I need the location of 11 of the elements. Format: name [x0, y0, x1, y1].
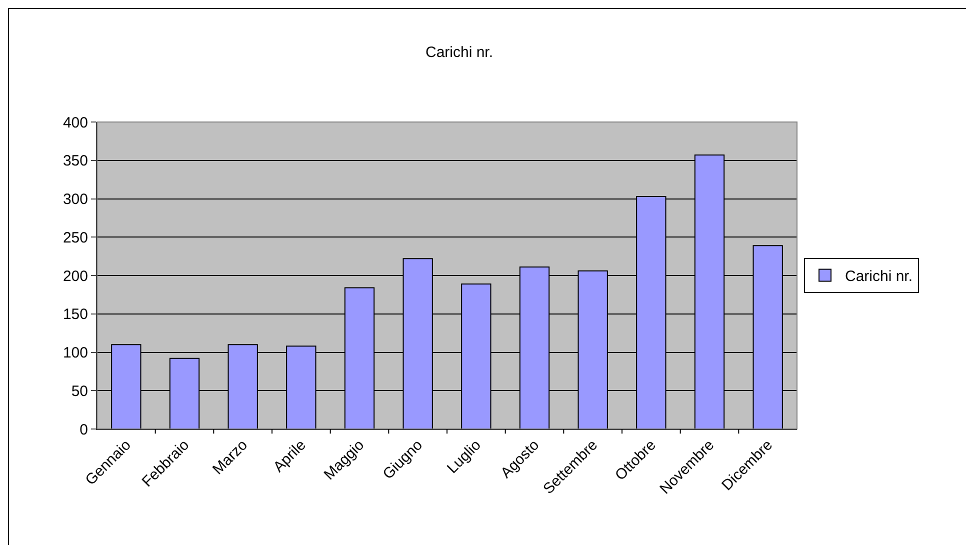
y-tick-label: 250 — [62, 229, 88, 246]
chart-title: Carichi nr. — [425, 44, 494, 62]
y-tick-label: 400 — [62, 114, 88, 132]
y-tick-label: 200 — [62, 268, 88, 285]
y-tick-label: 300 — [62, 191, 88, 208]
y-tick-label: 150 — [62, 306, 88, 324]
y-tick-label: 50 — [71, 382, 88, 400]
y-tick-label: 100 — [62, 344, 88, 362]
y-tick-label: 0 — [80, 421, 88, 438]
legend-label: Carichi nr. — [845, 268, 913, 286]
y-tick-label: 350 — [62, 152, 88, 170]
